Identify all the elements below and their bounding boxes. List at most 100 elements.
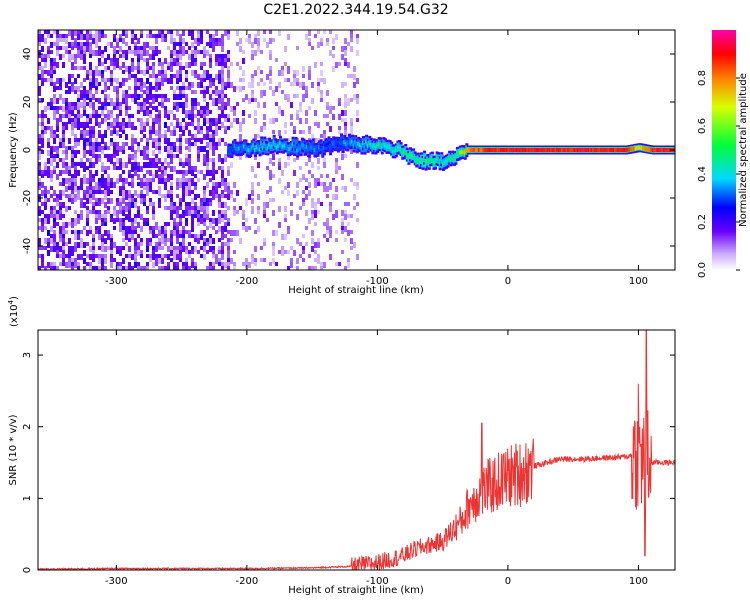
heatmap-cell (122, 50, 125, 54)
heatmap-cell (68, 50, 71, 54)
heatmap-cell (80, 50, 83, 56)
heatmap-cell (71, 182, 74, 188)
heatmap-cell (44, 170, 47, 176)
heatmap-cell (215, 130, 218, 136)
heatmap-cell (218, 38, 221, 44)
heatmap-cell (209, 202, 212, 206)
heatmap-cell (158, 142, 161, 148)
heatmap-cell (122, 218, 125, 224)
heatmap-cell (92, 126, 95, 130)
heatmap-cell (215, 118, 218, 122)
heatmap-cell (98, 134, 101, 138)
heatmap-cell (83, 190, 86, 194)
x-tick-label: 100 (629, 576, 648, 587)
heatmap-cell (296, 238, 299, 244)
heatmap-cell (290, 82, 293, 86)
heatmap-cell (122, 70, 125, 74)
heatmap-cell (155, 254, 158, 258)
heatmap-cell (347, 102, 350, 106)
heatmap-cell (257, 42, 260, 46)
heatmap-cell (263, 238, 266, 242)
heatmap-cell (155, 118, 158, 124)
heatmap-cell (329, 206, 332, 212)
heatmap-cell (128, 146, 131, 150)
heatmap-cell (353, 94, 356, 100)
heatmap-cell (230, 122, 233, 128)
heatmap-cell (131, 30, 134, 36)
heatmap-cell (140, 54, 143, 60)
heatmap-cell (227, 170, 230, 176)
heatmap-cell (191, 226, 194, 232)
heatmap-cell (227, 78, 230, 82)
heatmap-cell (107, 210, 110, 214)
heatmap-cell (344, 98, 347, 102)
heatmap-cell (341, 222, 344, 228)
heatmap-cell (65, 242, 68, 246)
signal-cell (479, 148, 483, 152)
heatmap-cell (140, 130, 143, 134)
heatmap-cell (170, 234, 173, 238)
heatmap-cell (107, 182, 110, 188)
heatmap-cell (203, 238, 206, 244)
heatmap-cell (77, 230, 80, 236)
heatmap-cell (98, 62, 101, 66)
heatmap-cell (161, 166, 164, 170)
heatmap-cell (215, 122, 218, 128)
heatmap-cell (200, 254, 203, 258)
signal-cell (654, 148, 658, 152)
signal-cell (249, 148, 253, 153)
heatmap-cell (251, 210, 254, 214)
heatmap-cell (56, 198, 59, 202)
heatmap-cell (68, 54, 71, 60)
heatmap-cell (41, 254, 44, 260)
heatmap-cell (92, 174, 95, 180)
heatmap-cell (203, 74, 206, 80)
signal-cell (593, 148, 597, 152)
heatmap-cell (53, 94, 56, 98)
heatmap-cell (101, 214, 104, 218)
heatmap-cell (38, 114, 41, 118)
heatmap-cell (50, 194, 53, 198)
heatmap-cell (308, 30, 311, 36)
heatmap-cell (83, 86, 86, 92)
signal-cell (567, 148, 571, 152)
heatmap-cell (227, 34, 230, 40)
heatmap-cell (302, 150, 305, 156)
heatmap-cell (131, 178, 134, 184)
signal-cell (396, 145, 400, 150)
heatmap-cell (305, 118, 308, 124)
heatmap-cell (236, 42, 239, 46)
heatmap-cell (233, 118, 236, 122)
heatmap-cell (41, 78, 44, 84)
heatmap-cell (233, 198, 236, 202)
heatmap-cell (167, 78, 170, 84)
heatmap-cell (53, 66, 56, 70)
heatmap-cell (209, 190, 212, 196)
heatmap-cell (185, 218, 188, 224)
heatmap-cell (203, 154, 206, 158)
signal-cell (540, 148, 544, 152)
heatmap-cell (146, 222, 149, 226)
heatmap-cell (179, 182, 182, 188)
heatmap-cell (134, 254, 137, 258)
heatmap-cell (86, 34, 89, 38)
heatmap-cell (185, 210, 188, 216)
heatmap-cell (293, 82, 296, 86)
heatmap-cell (65, 106, 68, 110)
heatmap-cell (152, 206, 155, 210)
heatmap-cell (308, 170, 311, 174)
heatmap-cell (176, 154, 179, 158)
heatmap-cell (53, 154, 56, 158)
heatmap-cell (83, 226, 86, 230)
heatmap-cell (179, 62, 182, 68)
heatmap-cell (221, 214, 224, 218)
heatmap-cell (59, 210, 62, 214)
heatmap-cell (128, 74, 131, 80)
heatmap-cell (164, 106, 167, 110)
heatmap-cell (323, 262, 326, 268)
heatmap-cell (314, 242, 317, 248)
signal-cell (562, 148, 566, 152)
heatmap-cell (62, 54, 65, 58)
heatmap-cell (248, 226, 251, 230)
heatmap-cell (215, 182, 218, 188)
